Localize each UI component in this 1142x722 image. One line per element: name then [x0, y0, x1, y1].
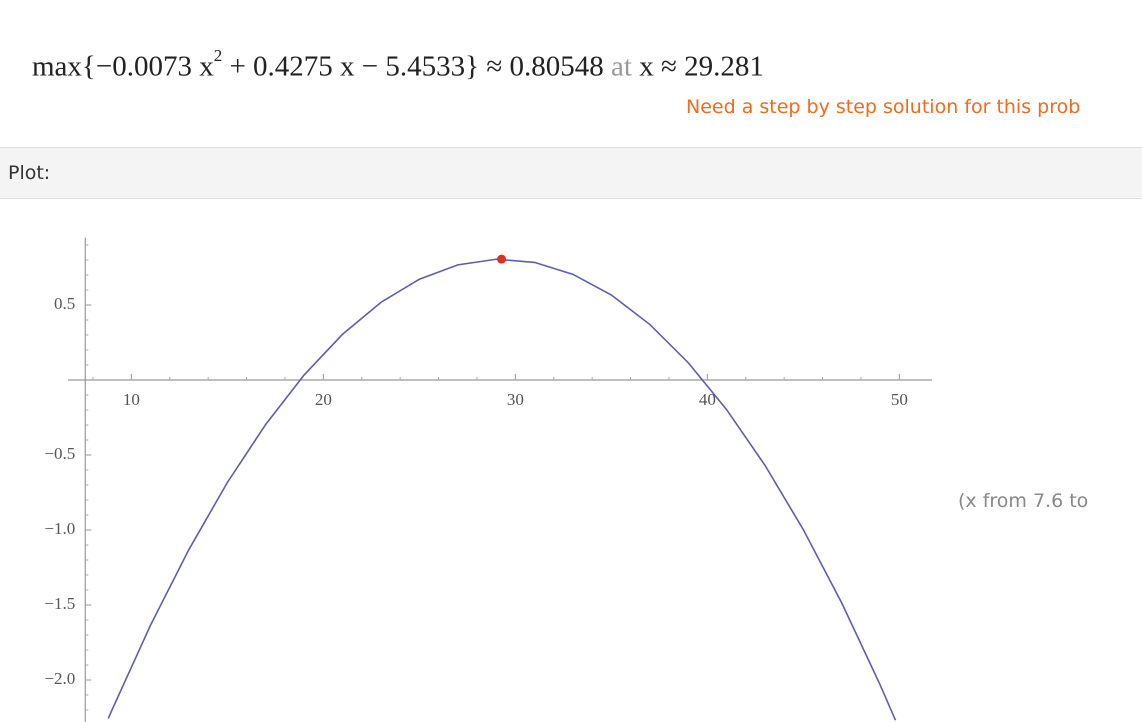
plot-header: Plot:: [0, 147, 1142, 199]
y-tick-label: −0.5: [44, 444, 75, 463]
y-tick-label: −2.0: [44, 669, 75, 688]
max-point: [497, 254, 507, 264]
y-tick-label: 0.5: [54, 294, 75, 313]
y-tick-label: −1.0: [44, 519, 75, 538]
x-tick-label: 30: [507, 390, 524, 409]
exponent: 2: [213, 46, 223, 65]
approx-sign: ≈: [486, 50, 503, 83]
x-tick-label: 50: [891, 390, 908, 409]
step-link[interactable]: Need a step by step solution for this pr…: [686, 96, 1081, 118]
curve: [107, 258, 897, 721]
y-tick-label: −1.5: [44, 594, 75, 613]
expression-end: + 0.4275 x − 5.4533}: [229, 50, 480, 83]
x-tick-label: 10: [123, 390, 140, 409]
at-word: at: [611, 50, 632, 83]
expression-start: max{−0.0073 x: [32, 50, 214, 83]
max-location: x ≈ 29.281: [639, 50, 764, 83]
x-tick-label: 40: [699, 390, 716, 409]
x-tick-label: 20: [315, 390, 332, 409]
range-note: (x from 7.6 to: [958, 490, 1089, 512]
result-formula: max{−0.0073 x2 + 0.4275 x − 5.4533} ≈ 0.…: [32, 46, 764, 84]
max-value: 0.80548: [509, 50, 604, 83]
plot-header-text: Plot:: [8, 162, 51, 184]
